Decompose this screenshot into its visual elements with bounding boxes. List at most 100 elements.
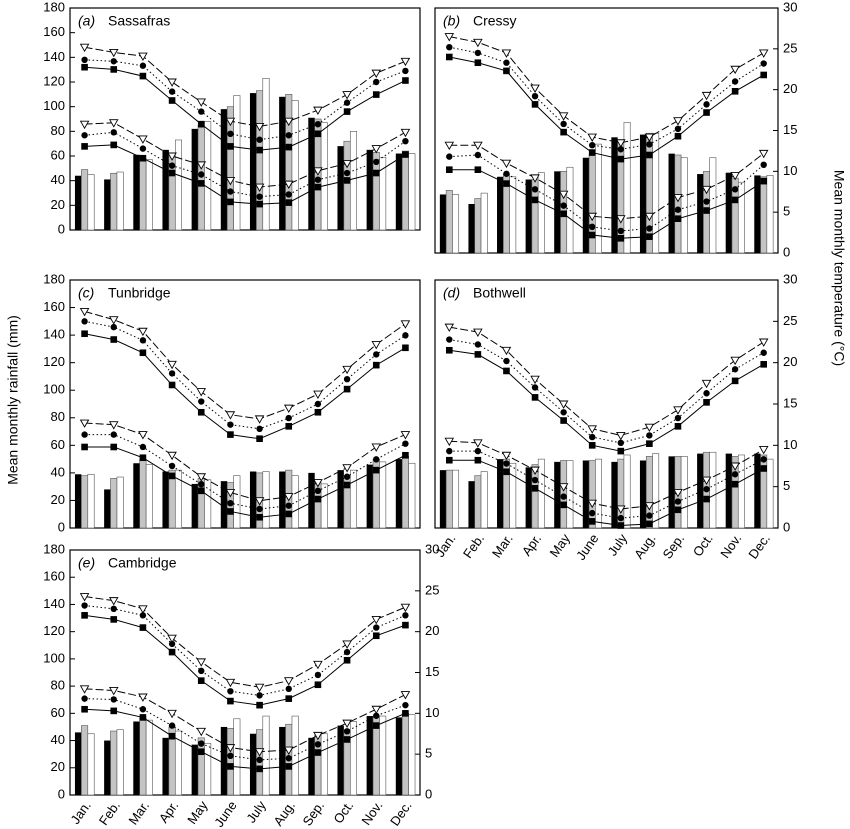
- bar: [191, 128, 199, 230]
- marker-circle: [474, 341, 482, 348]
- x-tick-label: June: [211, 798, 239, 829]
- marker-square: [402, 151, 409, 158]
- marker-triangle: [530, 375, 540, 385]
- x-tick-label: July: [605, 531, 631, 559]
- marker-square: [197, 487, 205, 495]
- y-tick-label: 80: [51, 409, 65, 424]
- marker-square: [674, 132, 682, 140]
- temperature-line: [84, 131, 406, 198]
- marker-circle: [446, 336, 453, 343]
- x-tick-label: Dec.: [387, 798, 415, 829]
- bar: [680, 456, 688, 529]
- bar: [468, 204, 475, 253]
- marker-triangle: [730, 462, 740, 471]
- bar: [285, 94, 293, 231]
- bar: [623, 122, 631, 254]
- marker-circle: [503, 460, 510, 467]
- marker-triangle: [558, 483, 569, 492]
- bar: [439, 194, 447, 253]
- marker-circle: [703, 485, 710, 493]
- marker-circle: [760, 456, 767, 463]
- bar: [204, 121, 212, 231]
- marker-circle: [227, 688, 234, 695]
- marker-triangle: [254, 497, 265, 506]
- marker-square: [474, 59, 482, 67]
- marker-square: [760, 177, 768, 185]
- temperature-line: [449, 339, 764, 444]
- marker-square: [731, 480, 739, 488]
- temperature-line: [449, 459, 764, 527]
- x-tick-label: May: [184, 798, 211, 827]
- bar: [366, 149, 374, 230]
- temperature-line: [84, 59, 406, 141]
- marker-triangle: [758, 446, 769, 455]
- marker-triangle: [558, 400, 569, 409]
- plot-frame: [69, 279, 421, 529]
- marker-square: [445, 166, 453, 173]
- marker-square: [197, 677, 205, 684]
- marker-square: [285, 763, 293, 770]
- marker-triangle: [444, 33, 455, 42]
- marker-triangle: [730, 356, 740, 366]
- bar: [139, 717, 147, 796]
- marker-triangle: [167, 78, 177, 87]
- marker-triangle: [196, 161, 207, 170]
- marker-circle: [503, 59, 510, 66]
- bar: [474, 198, 482, 254]
- y2-tick-label: 0: [783, 519, 790, 534]
- marker-triangle: [758, 149, 769, 159]
- marker-circle: [402, 701, 409, 709]
- marker-triangle: [79, 43, 90, 53]
- y-tick-label: 40: [51, 464, 65, 479]
- bar: [754, 175, 761, 253]
- marker-square: [197, 120, 205, 128]
- marker-circle: [139, 337, 147, 344]
- panel-label: (b): [443, 13, 460, 29]
- marker-triangle: [254, 683, 265, 693]
- bar: [509, 462, 517, 529]
- marker-square: [588, 518, 596, 525]
- marker-square: [314, 749, 322, 756]
- x-tick-label: Feb.: [96, 798, 123, 828]
- bar: [379, 715, 387, 796]
- bar: [709, 157, 717, 254]
- marker-triangle: [138, 431, 148, 440]
- marker-circle: [139, 612, 147, 619]
- marker-triangle: [530, 174, 540, 183]
- x-tick-label: Nov.: [358, 798, 385, 828]
- y-tick-label: 60: [51, 705, 65, 720]
- marker-circle: [560, 202, 567, 209]
- y-tick-label: 60: [51, 147, 65, 162]
- marker-square: [314, 681, 322, 689]
- y2-tick-label: 10: [425, 705, 439, 720]
- y2-tick-label: 0: [783, 244, 790, 259]
- bar: [220, 481, 228, 528]
- marker-circle: [314, 487, 322, 494]
- bar: [104, 740, 111, 795]
- bar: [104, 179, 111, 230]
- y-tick-label: 100: [43, 98, 65, 113]
- marker-circle: [110, 696, 117, 703]
- temperature-line: [449, 56, 764, 160]
- marker-square: [343, 385, 351, 393]
- marker-square: [674, 215, 682, 222]
- marker-circle: [314, 400, 322, 408]
- marker-circle: [373, 78, 380, 86]
- marker-triangle: [283, 746, 294, 755]
- marker-square: [227, 508, 234, 515]
- marker-square: [285, 423, 293, 430]
- marker-circle: [402, 612, 409, 619]
- bar: [674, 154, 682, 254]
- marker-square: [372, 722, 380, 729]
- marker-square: [168, 97, 176, 104]
- marker-triangle: [701, 91, 712, 101]
- bar: [337, 146, 344, 230]
- x-tick-label: Aug.: [631, 531, 659, 562]
- marker-square: [617, 155, 625, 163]
- marker-triangle: [701, 476, 712, 485]
- marker-triangle: [254, 122, 265, 132]
- marker-square: [503, 67, 510, 75]
- marker-triangle: [225, 411, 236, 420]
- bar: [116, 729, 124, 796]
- panel-title: Tunbridge: [108, 285, 171, 301]
